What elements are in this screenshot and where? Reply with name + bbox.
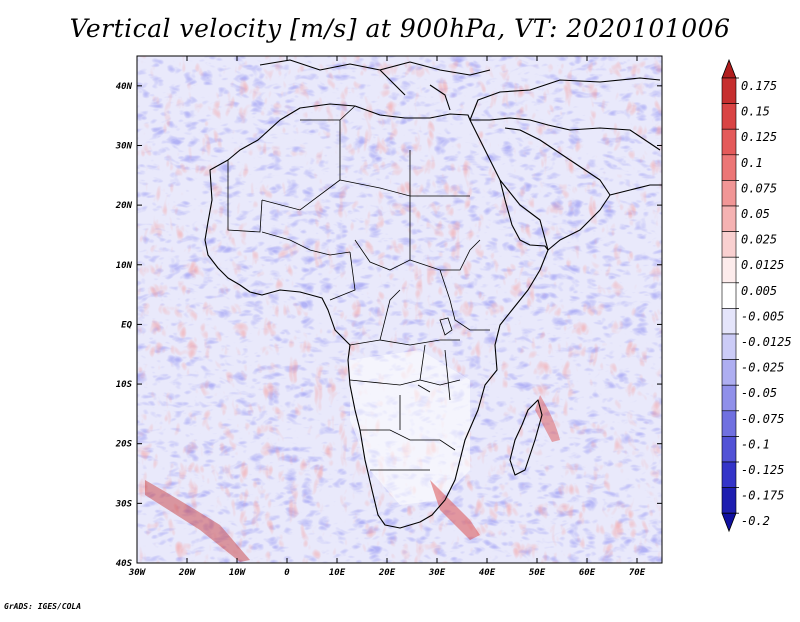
x-tick-label: 50E	[529, 568, 546, 578]
x-tick-label: 10W	[229, 568, 247, 578]
y-tick-label: 20S	[115, 440, 133, 450]
colorbar-swatch	[721, 231, 737, 258]
colorbar-swatch	[721, 282, 737, 309]
colorbar-swatch	[721, 359, 737, 386]
colorbar-label: 0.025	[741, 233, 777, 247]
colorbar-swatch	[721, 308, 737, 335]
colorbar-label: -0.005	[741, 309, 784, 323]
colorbar-label: 0.15	[741, 105, 770, 119]
colorbar-label: -0.075	[741, 412, 784, 426]
colorbar-label: -0.0125	[741, 335, 792, 349]
colorbar-swatch	[721, 256, 737, 284]
x-tick-label: 20W	[178, 568, 197, 578]
colorbar-label: 0.075	[741, 181, 777, 195]
colorbar-swatch	[721, 103, 737, 130]
y-tick-label: 10S	[116, 380, 133, 390]
colorbar-label: -0.1	[741, 437, 770, 451]
coastlines	[204, 59, 662, 529]
colorbar-swatch	[721, 180, 737, 207]
colorbar-label: 0.005	[741, 284, 777, 298]
plot-frame	[136, 55, 663, 564]
x-tick-label: 20E	[378, 568, 396, 578]
colorbar-swatch	[721, 384, 737, 412]
y-tick-label: 30N	[115, 141, 133, 151]
colorbar-swatch	[721, 410, 737, 437]
x-tick-label: 10E	[329, 568, 346, 578]
colorbar-label: -0.05	[741, 386, 777, 400]
velocity-field	[137, 56, 662, 563]
map-title: Vertical velocity [m/s] at 900hPa, VT: 2…	[69, 14, 731, 43]
x-tick-label: 30E	[428, 568, 446, 578]
colorbar-label: -0.175	[741, 489, 784, 503]
x-tick-label: 40E	[479, 568, 496, 578]
colorbar-swatch	[721, 128, 737, 156]
colorbar-swatch	[721, 154, 737, 181]
y-tick-label: 40S	[116, 559, 133, 569]
colorbar-bottom-arrow	[721, 512, 737, 533]
y-tick-label: 30S	[115, 499, 133, 509]
x-tick-label: 60E	[579, 568, 596, 578]
colorbar-swatch	[721, 487, 737, 514]
y-tick-label: 20N	[115, 201, 133, 211]
country-borders	[227, 105, 490, 471]
y-tick-label: EQ	[121, 320, 132, 330]
colorbar-label: 0.1	[741, 156, 763, 170]
colorbar-swatch	[721, 205, 737, 232]
colorbar-label: -0.125	[741, 463, 784, 477]
colorbar-top-arrow	[721, 58, 737, 79]
colorbar-label: -0.025	[741, 361, 784, 375]
colorbar-label: 0.175	[741, 79, 777, 93]
y-tick-label: 40N	[116, 82, 133, 92]
colorbar-swatch	[721, 436, 737, 463]
colorbar-label: -0.2	[741, 514, 770, 528]
colorbar-label: 0.0125	[741, 258, 784, 272]
grads-credit: GrADS: IGES/COLA	[4, 602, 82, 611]
x-tick-label: 30W	[128, 568, 147, 578]
colorbar-swatch	[721, 461, 737, 488]
y-tick-label: 10N	[116, 261, 133, 271]
colorbar-swatch	[721, 333, 737, 360]
colorbar-swatch	[721, 77, 737, 104]
colorbar-label: 0.125	[741, 130, 777, 144]
colorbar: 0.175 0.15 0.125 0.1 0.075 0.05 0.025 0.0125 0.0…	[721, 58, 792, 533]
x-tick-label: 0	[284, 568, 290, 578]
x-tick-label: 70E	[629, 568, 646, 578]
colorbar-label: 0.05	[741, 207, 770, 221]
